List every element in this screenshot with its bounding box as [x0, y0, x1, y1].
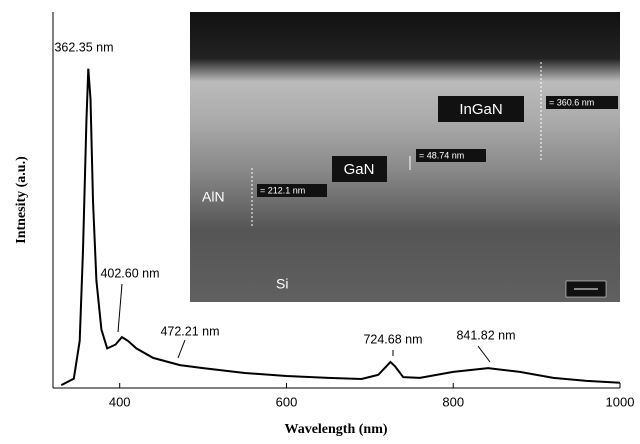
x-tick-label: 1000	[606, 394, 635, 409]
inset-background	[190, 12, 620, 302]
x-tick-label: 600	[276, 394, 298, 409]
measure-label: = 48.74 nm	[419, 150, 464, 160]
measure-label: = 212.1 nm	[260, 185, 305, 195]
x-tick-label: 400	[109, 394, 131, 409]
measure-box	[546, 96, 618, 109]
peak-annotation: 472.21 nm	[160, 324, 219, 338]
spectrum-line	[60, 68, 621, 386]
layer-label: GaN	[344, 161, 375, 178]
peak-annotation: 362.35 nm	[54, 40, 113, 54]
peak-annotation: 724.68 nm	[363, 332, 422, 346]
inset-image: InGaN GaN AlN Si = 360.6 nm = 48.74 nm =…	[190, 12, 620, 302]
layer-label: InGaN	[459, 101, 502, 118]
peak-annotation: 402.60 nm	[100, 266, 159, 280]
measure-box	[257, 184, 327, 197]
layer-box	[332, 156, 387, 182]
layer-label: Si	[276, 276, 288, 292]
layer-label: AlN	[202, 189, 225, 205]
annotation-leader	[117, 283, 123, 333]
x-tick-label: 800	[442, 394, 464, 409]
annotation-leader	[177, 339, 186, 359]
layer-box	[438, 96, 524, 122]
x-axis-label: Wavelength (nm)	[284, 422, 387, 437]
annotation-leader	[477, 345, 491, 363]
measure-label: = 360.6 nm	[549, 97, 594, 107]
measure-box	[416, 149, 486, 162]
peak-annotation: 841.82 nm	[456, 328, 515, 342]
y-axis-label: Intnesity (a.u.)	[14, 156, 29, 244]
